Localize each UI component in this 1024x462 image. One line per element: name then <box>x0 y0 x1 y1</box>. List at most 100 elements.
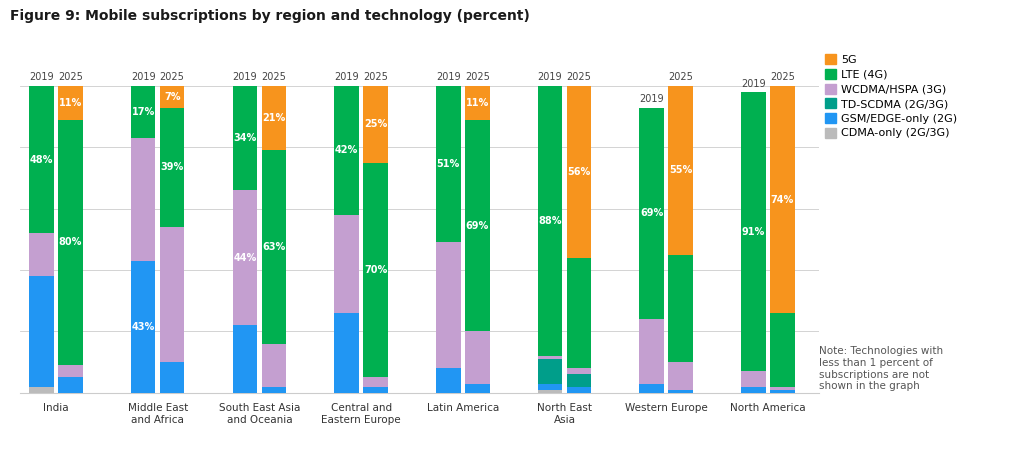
Bar <box>566 368 591 374</box>
Text: 44%: 44% <box>233 253 257 263</box>
Text: 2019: 2019 <box>538 73 562 82</box>
Text: 21%: 21% <box>262 113 286 123</box>
Text: 2025: 2025 <box>465 73 489 82</box>
Bar <box>669 255 693 362</box>
Text: 56%: 56% <box>567 167 591 177</box>
Text: 42%: 42% <box>335 146 358 156</box>
Text: 2025: 2025 <box>770 73 795 82</box>
Text: 2019: 2019 <box>232 73 257 82</box>
Bar <box>741 92 766 371</box>
Text: 2019: 2019 <box>639 94 664 104</box>
Bar <box>669 86 693 255</box>
Bar <box>364 377 388 387</box>
Bar <box>261 344 286 387</box>
Text: 88%: 88% <box>539 216 562 226</box>
Bar <box>639 108 664 319</box>
Bar <box>131 261 156 393</box>
Bar <box>436 368 461 393</box>
Text: 2025: 2025 <box>566 73 592 82</box>
Bar <box>364 86 388 163</box>
Text: 69%: 69% <box>466 220 488 231</box>
Bar <box>538 389 562 393</box>
Bar <box>465 383 489 393</box>
Bar <box>131 86 156 138</box>
Bar <box>261 86 286 151</box>
Bar <box>58 86 83 120</box>
Bar <box>335 215 358 313</box>
Text: 7%: 7% <box>164 92 180 102</box>
Bar <box>261 387 286 393</box>
Text: 63%: 63% <box>262 242 286 252</box>
Text: 2025: 2025 <box>669 73 693 82</box>
Bar <box>669 362 693 389</box>
Text: 55%: 55% <box>669 165 692 176</box>
Bar <box>639 383 664 393</box>
Bar <box>669 389 693 393</box>
Bar <box>465 120 489 331</box>
Text: Note: Technologies with
less than 1 percent of
subscriptions are not
shown in th: Note: Technologies with less than 1 perc… <box>819 346 943 391</box>
Bar <box>566 374 591 387</box>
Bar <box>566 258 591 368</box>
Bar <box>364 387 388 393</box>
Text: 11%: 11% <box>466 98 488 108</box>
Text: 25%: 25% <box>364 119 387 129</box>
Bar <box>566 86 591 258</box>
Bar <box>770 389 795 393</box>
Bar <box>770 387 795 389</box>
Text: 2025: 2025 <box>58 73 83 82</box>
Bar <box>538 86 562 356</box>
Bar <box>770 86 795 313</box>
Bar <box>770 313 795 387</box>
Text: 39%: 39% <box>161 162 183 172</box>
Legend: 5G, LTE (4G), WCDMA/HSPA (3G), TD-SCDMA (2G/3G), GSM/EDGE-only (2G), CDMA-only (: 5G, LTE (4G), WCDMA/HSPA (3G), TD-SCDMA … <box>824 54 957 138</box>
Bar <box>566 387 591 393</box>
Bar <box>160 86 184 108</box>
Bar <box>30 86 54 233</box>
Text: 11%: 11% <box>58 98 82 108</box>
Bar <box>30 387 54 393</box>
Bar <box>160 362 184 393</box>
Bar <box>58 120 83 365</box>
Text: 51%: 51% <box>436 159 460 169</box>
Bar <box>436 243 461 368</box>
Text: 43%: 43% <box>132 322 155 332</box>
Bar <box>160 108 184 227</box>
Bar <box>538 356 562 359</box>
Bar <box>30 233 54 276</box>
Text: 17%: 17% <box>132 107 155 117</box>
Text: 2019: 2019 <box>334 73 359 82</box>
Bar <box>538 383 562 389</box>
Bar <box>58 365 83 377</box>
Bar <box>741 387 766 393</box>
Text: 80%: 80% <box>58 237 82 248</box>
Text: 2025: 2025 <box>364 73 388 82</box>
Bar <box>131 138 156 261</box>
Text: 2019: 2019 <box>131 73 156 82</box>
Bar <box>436 86 461 243</box>
Text: 69%: 69% <box>640 208 664 219</box>
Bar <box>232 86 257 190</box>
Text: 34%: 34% <box>233 133 257 143</box>
Bar <box>335 313 358 393</box>
Bar <box>364 163 388 377</box>
Bar <box>160 227 184 362</box>
Text: 2019: 2019 <box>30 73 54 82</box>
Text: 48%: 48% <box>30 155 53 164</box>
Bar <box>335 86 358 215</box>
Bar <box>232 325 257 393</box>
Bar <box>741 371 766 387</box>
Bar <box>261 151 286 344</box>
Text: 2025: 2025 <box>160 73 184 82</box>
Bar <box>465 331 489 383</box>
Bar <box>465 86 489 120</box>
Text: 74%: 74% <box>771 195 794 205</box>
Text: 70%: 70% <box>364 265 387 275</box>
Bar <box>232 190 257 325</box>
Text: 2019: 2019 <box>741 79 766 89</box>
Bar <box>58 377 83 393</box>
Bar <box>30 276 54 387</box>
Text: Figure 9: Mobile subscriptions by region and technology (percent): Figure 9: Mobile subscriptions by region… <box>10 9 530 23</box>
Bar <box>538 359 562 383</box>
Text: 2019: 2019 <box>436 73 461 82</box>
Text: 91%: 91% <box>741 227 765 237</box>
